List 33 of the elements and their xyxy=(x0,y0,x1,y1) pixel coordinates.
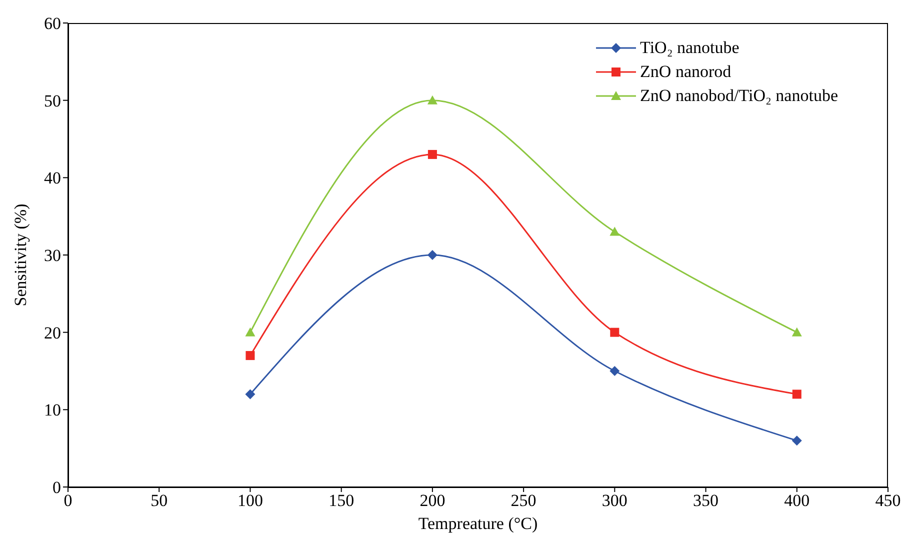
x-axis-title: Tempreature (°C) xyxy=(418,514,538,533)
point xyxy=(792,327,802,336)
point xyxy=(246,351,255,360)
x-tick-label: 350 xyxy=(693,491,719,510)
y-tick-label: 60 xyxy=(44,14,61,34)
y-tick-label: 40 xyxy=(44,168,61,188)
y-tick-label: 20 xyxy=(44,323,61,342)
y-axis-title: Sensitivity (%) xyxy=(11,204,30,306)
x-tick-label: 250 xyxy=(510,491,536,510)
point xyxy=(245,389,256,400)
x-tick-label: 450 xyxy=(875,491,901,510)
point xyxy=(610,366,620,376)
y-tick-label: 0 xyxy=(52,478,61,498)
legend-label: ZnO nanorod xyxy=(640,62,732,82)
point xyxy=(792,390,802,399)
x-tick-label: 300 xyxy=(602,491,628,510)
legend-label: ZnO nanobod/TiO₂ nanotube xyxy=(640,86,838,106)
x-tick-label: 400 xyxy=(784,491,810,510)
point xyxy=(610,226,620,236)
x-tick-label: 150 xyxy=(328,491,354,510)
point xyxy=(792,436,802,446)
point xyxy=(245,327,256,336)
x-tick-label: 200 xyxy=(420,491,446,510)
y-tick-label: 50 xyxy=(44,91,61,110)
point xyxy=(428,150,437,159)
y-tick-label: 30 xyxy=(44,246,61,266)
point xyxy=(610,328,620,337)
legend-label: TiO₂ nanotube xyxy=(640,38,740,58)
y-tick-label: 10 xyxy=(44,400,61,420)
point xyxy=(427,95,438,104)
x-tick-label: 50 xyxy=(150,491,168,510)
x-tick-label: 100 xyxy=(237,491,263,510)
point xyxy=(427,250,438,260)
